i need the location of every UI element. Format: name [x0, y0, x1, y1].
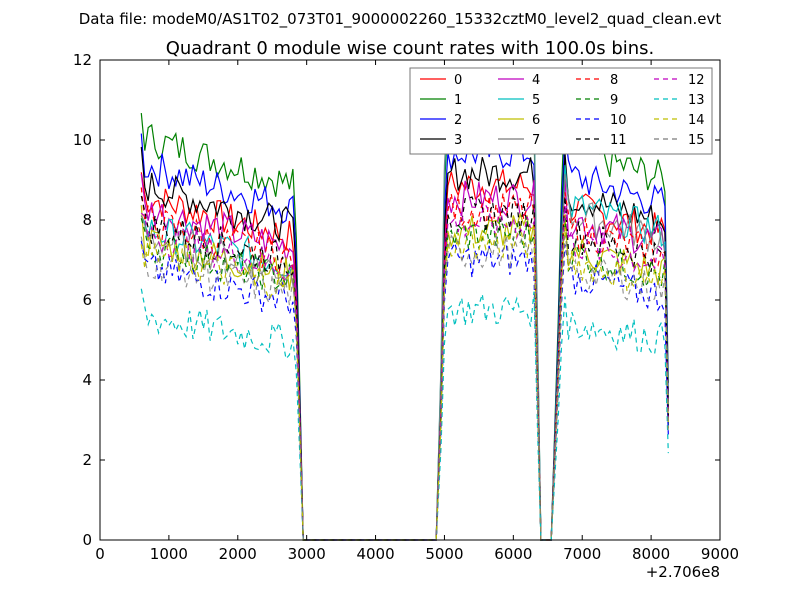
- x-tick-label: 9000: [701, 545, 739, 563]
- series-line-5: [140, 90, 669, 541]
- legend-label-1: 1: [454, 93, 462, 108]
- y-tick-label: 2: [82, 451, 92, 469]
- x-tick-label: 7000: [563, 545, 601, 563]
- axes: 0 1000 2000 3000 4000 5000 6000 7000 8000 9000 0 2 4…: [73, 51, 739, 563]
- series-line-13: [140, 288, 669, 541]
- series-line-2: [140, 131, 669, 541]
- x-tick-label: 5000: [425, 545, 463, 563]
- legend-label-0: 0: [454, 73, 462, 88]
- series-line-4: [140, 173, 669, 541]
- series-line-0: [140, 166, 669, 541]
- series-line-3: [140, 146, 669, 541]
- legend-label-8: 8: [610, 73, 618, 88]
- legend-label-15: 15: [688, 133, 705, 148]
- x-tick-label: 6000: [494, 545, 532, 563]
- series-line-6: [140, 205, 669, 541]
- legend-label-14: 14: [688, 113, 705, 128]
- series-line-9: [140, 217, 669, 541]
- legend-label-11: 11: [610, 133, 627, 148]
- legend-label-9: 9: [610, 93, 618, 108]
- y-tick-label: 4: [82, 371, 92, 389]
- chart-suptitle: Data file: modeM0/AS1T02_073T01_90000022…: [79, 10, 722, 29]
- chart-title: Quadrant 0 module wise count rates with …: [166, 38, 655, 59]
- legend-label-13: 13: [688, 93, 705, 108]
- legend-label-12: 12: [688, 73, 705, 88]
- series-line-15: [140, 232, 669, 541]
- legend-label-5: 5: [532, 93, 540, 108]
- series-line-1: [140, 101, 669, 541]
- y-tick-label: 0: [82, 531, 92, 549]
- legend-label-10: 10: [610, 113, 627, 128]
- legend-label-3: 3: [454, 133, 462, 148]
- y-tick-label: 12: [73, 51, 92, 69]
- legend-label-4: 4: [532, 73, 540, 88]
- series-line-8: [140, 187, 669, 541]
- legend-label-7: 7: [532, 133, 540, 148]
- y-tick-label: 10: [73, 131, 92, 149]
- x-tick-label: 0: [95, 545, 105, 563]
- x-tick-label: 1000: [150, 545, 188, 563]
- x-tick-label: 4000: [356, 545, 394, 563]
- y-tick-label: 6: [82, 291, 92, 309]
- x-tick-label: 8000: [632, 545, 670, 563]
- series-line-10: [140, 240, 669, 541]
- x-offset-label: +2.706e8: [646, 563, 720, 581]
- x-tick-label: 3000: [288, 545, 326, 563]
- series-line-11: [140, 195, 669, 541]
- x-tick-label: 2000: [219, 545, 257, 563]
- legend-label-6: 6: [532, 113, 540, 128]
- y-tick-label: 8: [82, 211, 92, 229]
- legend-label-2: 2: [454, 113, 462, 128]
- series-line-14: [140, 224, 669, 541]
- legend-box: [409, 67, 713, 155]
- series-line-12: [140, 203, 669, 541]
